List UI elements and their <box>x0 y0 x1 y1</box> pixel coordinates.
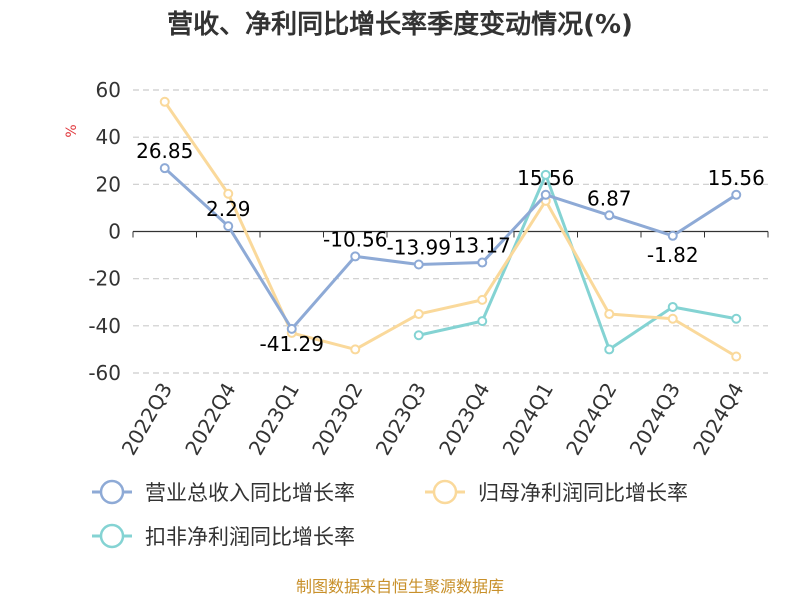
data-point <box>413 330 424 341</box>
data-label: 13.17 <box>454 234 511 258</box>
data-point <box>413 259 424 270</box>
y-tick-label: 20 <box>96 172 121 196</box>
data-label: -10.56 <box>323 227 387 251</box>
x-tick-label: 2023Q1 <box>244 379 304 460</box>
x-tick-label: 2022Q3 <box>117 379 177 460</box>
y-tick-label: 40 <box>96 125 121 149</box>
data-label: 26.85 <box>136 139 193 163</box>
data-point <box>477 257 488 268</box>
data-point <box>350 251 361 262</box>
data-point <box>667 301 678 312</box>
data-point <box>731 351 742 362</box>
x-tick-label: 2023Q3 <box>371 379 431 460</box>
x-tick-label: 2024Q2 <box>561 379 621 460</box>
y-tick-label: -20 <box>88 267 121 291</box>
series-line <box>418 173 737 351</box>
legend-label: 扣非净利润同比增长率 <box>145 525 355 549</box>
legend-label: 营业总收入同比增长率 <box>145 481 355 505</box>
data-point <box>159 163 170 174</box>
data-point <box>159 96 170 107</box>
data-label: -13.99 <box>387 235 451 259</box>
data-point <box>413 309 424 320</box>
data-label: 2.29 <box>206 197 251 221</box>
data-point <box>731 313 742 324</box>
data-point <box>667 313 678 324</box>
y-tick-label: -60 <box>88 361 121 385</box>
data-point <box>540 189 551 200</box>
source-note: 制图数据来自恒生聚源数据库 <box>296 577 504 596</box>
data-label: 15.56 <box>517 166 574 190</box>
data-point <box>350 344 361 355</box>
data-labels: 26.85 2.29 -41.29 -10.56 -13.99 13.17 15.56 6.8… <box>136 139 765 356</box>
data-point <box>286 323 297 334</box>
x-tick-label: 2022Q4 <box>180 379 240 460</box>
y-tick-label: -40 <box>88 314 121 338</box>
legend-marker <box>432 479 458 505</box>
data-label: 6.87 <box>587 186 632 210</box>
x-tick-label: 2023Q4 <box>434 379 494 460</box>
data-point <box>604 309 615 320</box>
legend-label: 归母净利润同比增长率 <box>478 481 688 505</box>
series-line <box>163 100 738 358</box>
data-label: -41.29 <box>260 332 324 356</box>
x-tick-label: 2024Q4 <box>688 379 748 460</box>
grid-lines <box>133 89 768 374</box>
data-point <box>604 210 615 221</box>
data-label: -1.82 <box>647 243 699 267</box>
data-label: 15.56 <box>708 166 765 190</box>
data-point <box>667 230 678 241</box>
x-tick-label: 2023Q2 <box>307 379 367 460</box>
data-point <box>477 294 488 305</box>
chart-title: 营收、净利同比增长率季度变动情况(%) <box>167 9 633 40</box>
series-layer <box>159 96 742 362</box>
data-point <box>604 344 615 355</box>
legend-marker <box>99 479 125 505</box>
y-tick-label: 60 <box>96 78 121 102</box>
data-point <box>223 221 234 232</box>
data-point <box>223 188 234 199</box>
y-tick-label: 0 <box>108 220 121 244</box>
series-line <box>163 167 738 331</box>
data-point <box>731 189 742 200</box>
data-point <box>540 169 551 180</box>
legend-marker <box>99 523 125 549</box>
x-tick-label: 2024Q3 <box>625 379 685 460</box>
data-point <box>477 316 488 327</box>
x-tick-label: 2024Q1 <box>498 379 558 460</box>
y-axis-unit: % <box>64 124 80 137</box>
